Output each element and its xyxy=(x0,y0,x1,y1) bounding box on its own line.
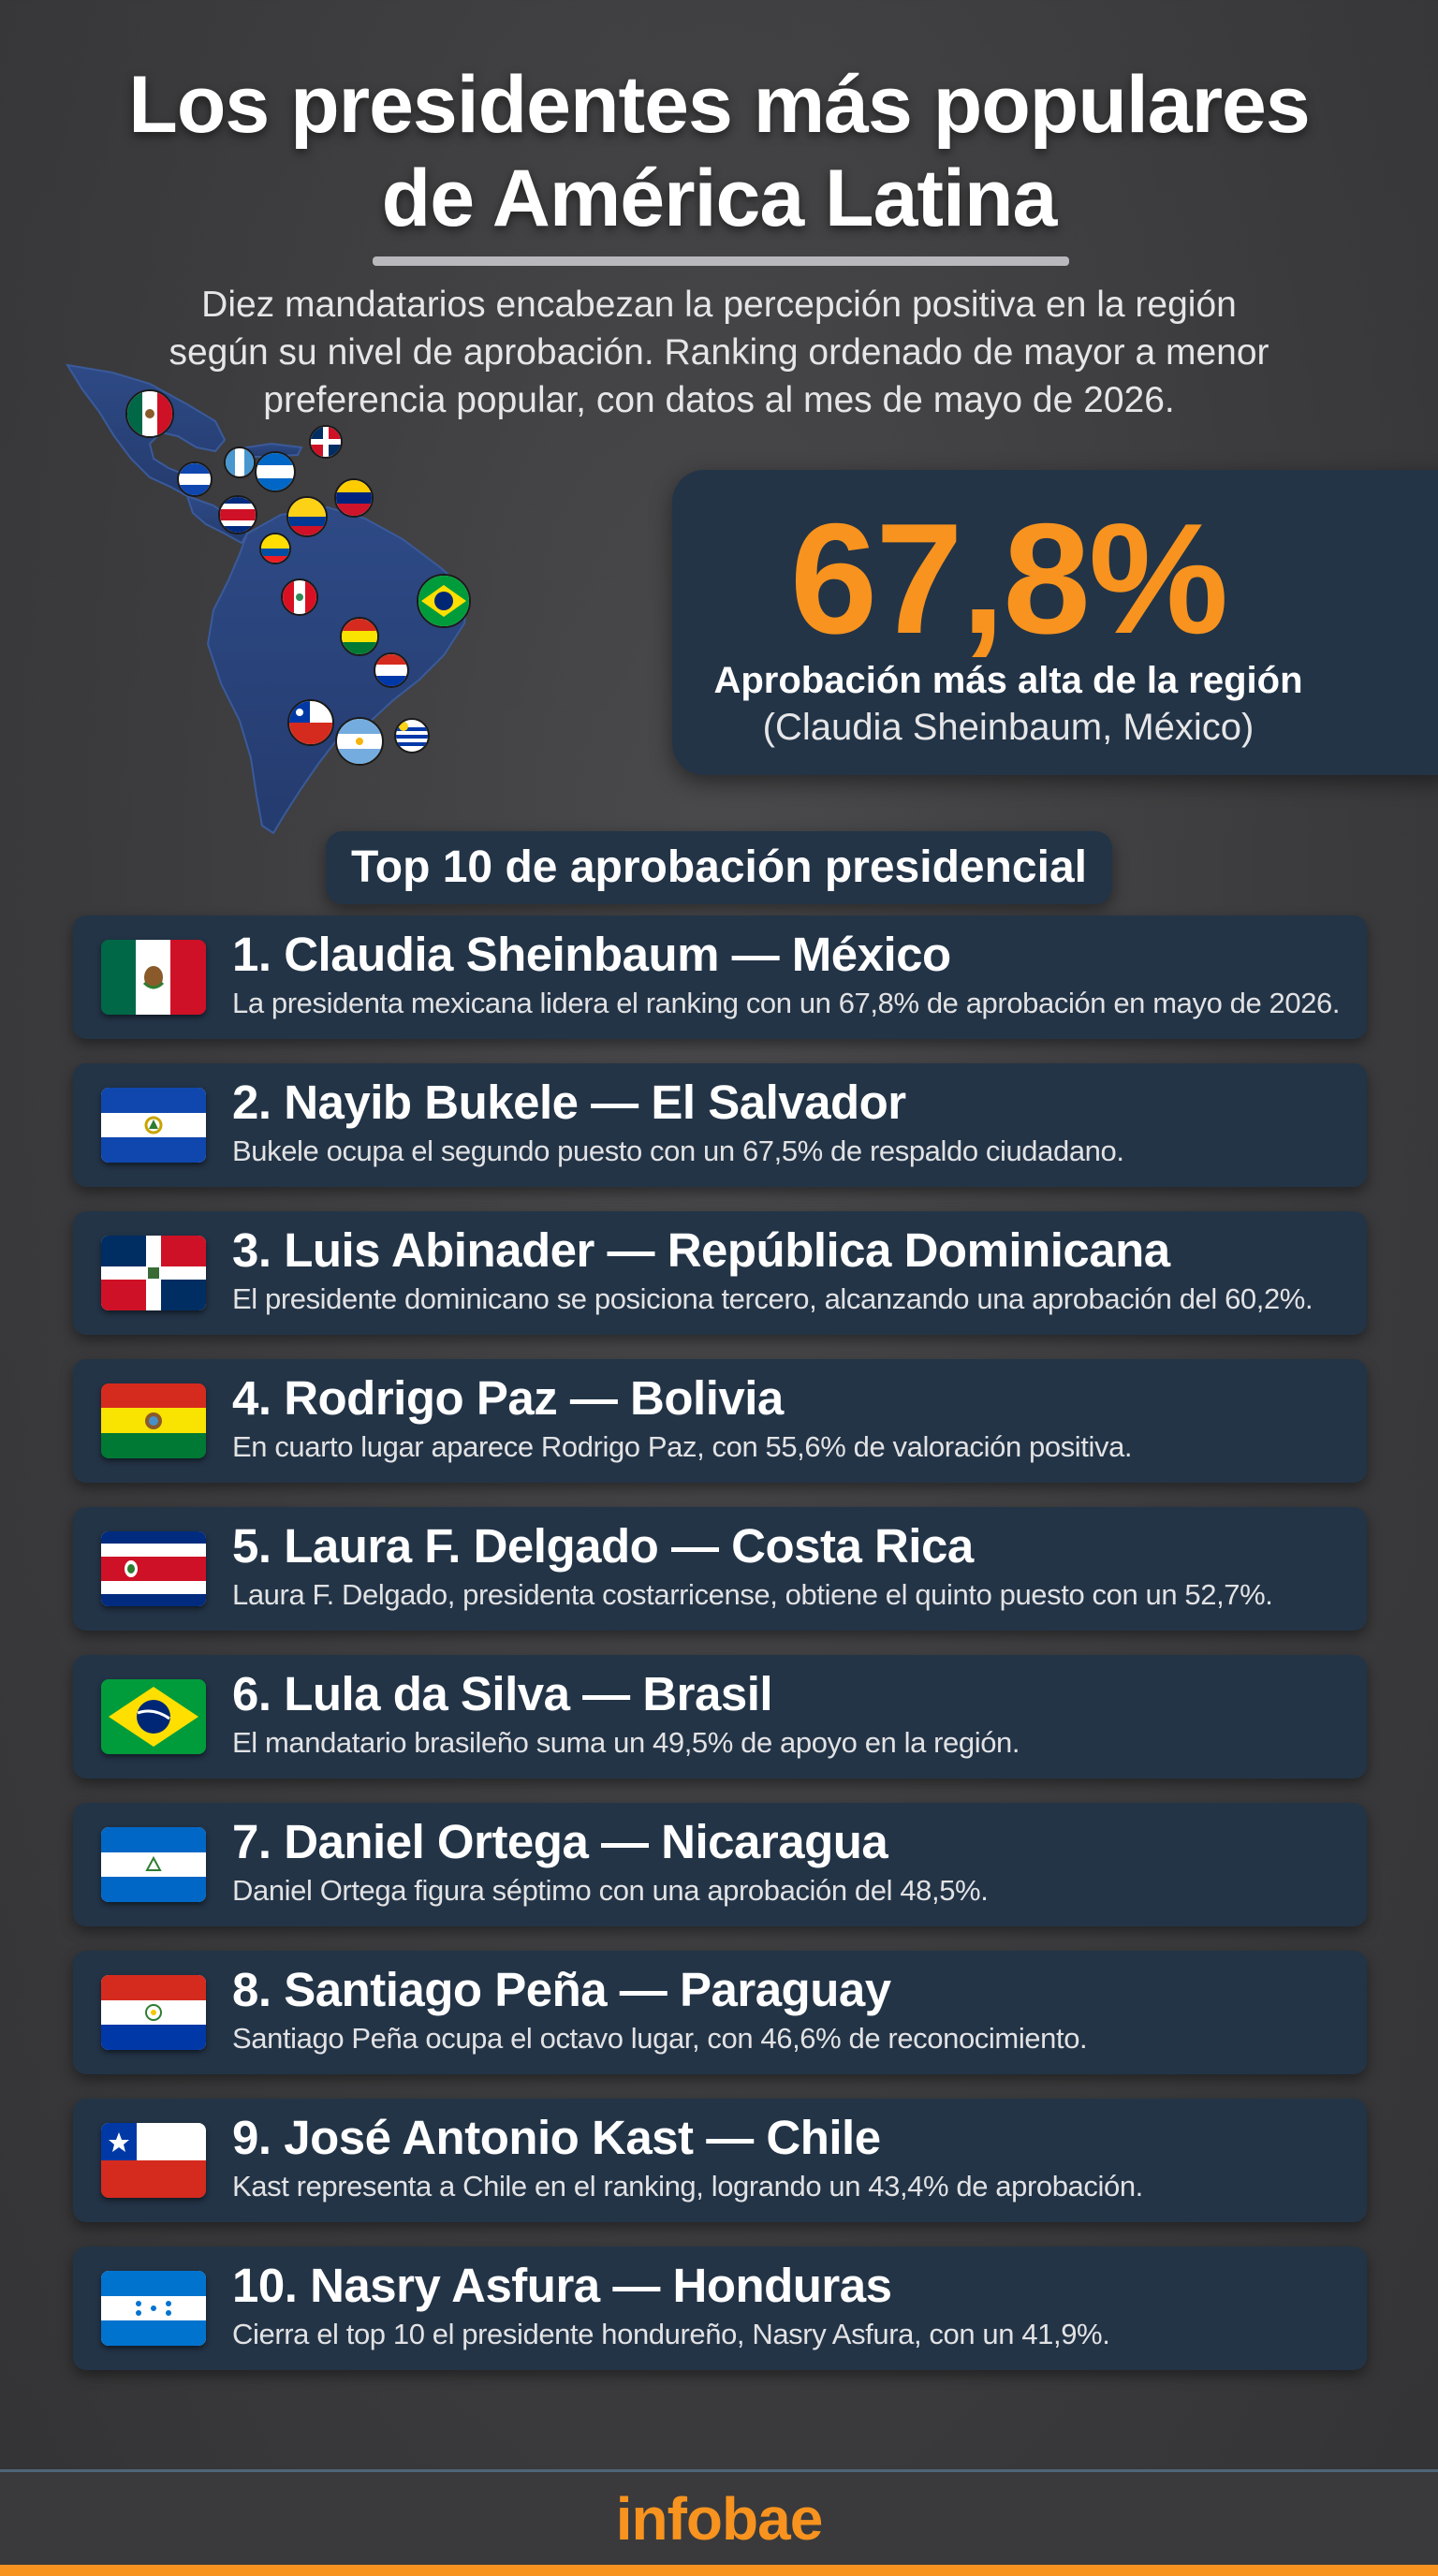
ranking-row-8: 8. Santiago Peña — Paraguay Santiago Peñ… xyxy=(73,1951,1367,2074)
marker-venezuela xyxy=(334,478,374,518)
marker-chile xyxy=(287,699,334,746)
marker-ecuador xyxy=(259,533,291,564)
marker-costa-rica xyxy=(218,495,257,534)
ranking-title: 4. Rodrigo Paz — Bolivia xyxy=(232,1371,784,1425)
marker-brazil xyxy=(417,574,471,628)
marker-bolivia xyxy=(340,617,379,656)
highlight-card: 67,8% Aprobación más alta de la región (… xyxy=(672,470,1438,775)
costa-rica-flag xyxy=(101,1531,206,1606)
ranking-desc: Daniel Ortega figura séptimo con una apr… xyxy=(232,1874,989,1907)
highlight-label: Aprobación más alta de la región xyxy=(713,660,1303,701)
latin-america-map xyxy=(65,363,471,835)
el-salvador-flag xyxy=(101,1088,206,1163)
marker-nicaragua xyxy=(255,451,296,492)
ranking-row-7: 7. Daniel Ortega — Nicaragua Daniel Orte… xyxy=(73,1803,1367,1926)
marker-colombia xyxy=(286,496,328,537)
ranking-title: 1. Claudia Sheinbaum — México xyxy=(232,928,951,981)
subtitle-line-1: Diez mandatarios encabezan la percepción… xyxy=(201,285,1237,325)
page-subtitle: Diez mandatarios encabezan la percepción… xyxy=(112,281,1326,424)
ranking-desc: Laura F. Delgado, presidenta costarricen… xyxy=(232,1578,1273,1611)
marker-guatemala xyxy=(224,446,256,478)
marker-peru xyxy=(281,578,318,616)
ranking-title: 5. Laura F. Delgado — Costa Rica xyxy=(232,1519,974,1573)
footer-divider xyxy=(0,2469,1438,2472)
section-title: Top 10 de aprobación presidencial xyxy=(326,831,1112,904)
ranking-title: 7. Daniel Ortega — Nicaragua xyxy=(232,1815,888,1868)
south-america-land xyxy=(206,505,470,835)
highlight-detail: (Claudia Sheinbaum, México) xyxy=(762,707,1255,748)
ranking-title: 6. Lula da Silva — Brasil xyxy=(232,1667,773,1720)
bolivia-flag xyxy=(101,1383,206,1458)
ranking-desc: Kast representa a Chile en el ranking, l… xyxy=(232,2170,1143,2203)
title-line-2: de América Latina xyxy=(381,154,1058,243)
brazil-flag xyxy=(101,1679,206,1754)
ranking-desc: Santiago Peña ocupa el octavo lugar, con… xyxy=(232,2022,1088,2055)
marker-dominican-republic xyxy=(309,425,343,459)
ranking-title: 2. Nayib Bukele — El Salvador xyxy=(232,1076,906,1129)
nicaragua-flag xyxy=(101,1827,206,1902)
ranking-title: 10. Nasry Asfura — Honduras xyxy=(232,2259,892,2312)
ranking-title: 9. José Antonio Kast — Chile xyxy=(232,2111,881,2164)
footer-accent-bar xyxy=(0,2565,1438,2576)
dominican-republic-flag xyxy=(101,1236,206,1310)
ranking-row-1: 1. Claudia Sheinbaum — México La preside… xyxy=(73,915,1367,1039)
ranking-title: 8. Santiago Peña — Paraguay xyxy=(232,1963,891,2016)
ranking-desc: La presidenta mexicana lidera el ranking… xyxy=(232,987,1341,1019)
ranking-row-10: 10. Nasry Asfura — Honduras Cierra el to… xyxy=(73,2247,1367,2370)
title-line-1: Los presidentes más populares xyxy=(128,60,1310,150)
ranking-row-2: 2. Nayib Bukele — El Salvador Bukele ocu… xyxy=(73,1063,1367,1187)
mexico-flag xyxy=(101,940,206,1015)
highlight-value: 67,8% xyxy=(789,490,1228,666)
subtitle-line-2: según su nivel de aprobación. Ranking or… xyxy=(169,332,1269,373)
paraguay-flag xyxy=(101,1975,206,2050)
chile-flag xyxy=(101,2123,206,2198)
ranking-row-3: 3. Luis Abinader — República Dominicana … xyxy=(73,1211,1367,1335)
honduras-flag xyxy=(101,2271,206,2346)
marker-el-salvador xyxy=(177,461,213,497)
footer: infobae xyxy=(0,2472,1438,2566)
ranking-row-9: 9. José Antonio Kast — Chile Kast repres… xyxy=(73,2099,1367,2222)
ranking-desc: En cuarto lugar aparece Rodrigo Paz, con… xyxy=(232,1430,1133,1463)
ranking-title: 3. Luis Abinader — República Dominicana xyxy=(232,1223,1170,1277)
ranking-row-5: 5. Laura F. Delgado — Costa Rica Laura F… xyxy=(73,1507,1367,1631)
subtitle-line-3: preferencia popular, con datos al mes de… xyxy=(263,380,1175,420)
marker-paraguay xyxy=(374,652,409,688)
title-underline xyxy=(373,256,1069,266)
marker-mexico xyxy=(125,389,174,438)
ranking-desc: Bukele ocupa el segundo puesto con un 67… xyxy=(232,1134,1124,1167)
marker-argentina xyxy=(335,717,384,766)
ranking-row-6: 6. Lula da Silva — Brasil El mandatario … xyxy=(73,1655,1367,1778)
ranking-row-4: 4. Rodrigo Paz — Bolivia En cuarto lugar… xyxy=(73,1359,1367,1483)
page-title: Los presidentes más populares de América… xyxy=(0,58,1438,245)
brand-logo: infobae xyxy=(615,2485,824,2553)
marker-uruguay xyxy=(394,718,430,754)
ranking-desc: El mandatario brasileño suma un 49,5% de… xyxy=(232,1726,1020,1759)
ranking-desc: Cierra el top 10 el presidente hondureño… xyxy=(232,2318,1110,2350)
ranking-desc: El presidente dominicano se posiciona te… xyxy=(232,1282,1313,1315)
